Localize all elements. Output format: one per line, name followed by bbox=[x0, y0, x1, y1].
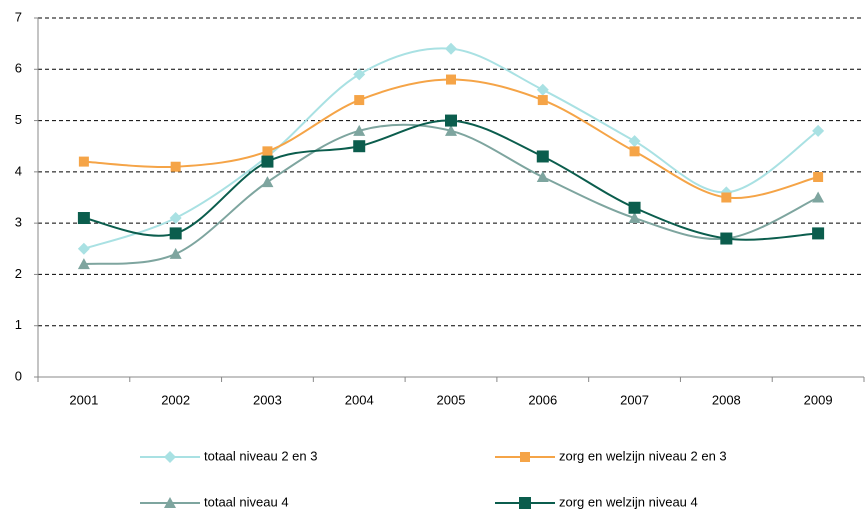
legend-label: zorg en welzijn niveau 2 en 3 bbox=[559, 448, 727, 463]
y-tick-label: 6 bbox=[15, 61, 22, 76]
marker bbox=[536, 83, 549, 96]
marker bbox=[445, 42, 457, 55]
series-line bbox=[83, 119, 819, 241]
marker bbox=[353, 140, 366, 153]
marker bbox=[629, 146, 640, 157]
y-tick-label: 1 bbox=[15, 317, 22, 332]
marker bbox=[262, 146, 273, 157]
marker bbox=[261, 155, 274, 168]
legend-label: totaal niveau 2 en 3 bbox=[204, 448, 317, 463]
marker bbox=[537, 95, 548, 106]
marker bbox=[445, 124, 457, 136]
marker bbox=[353, 68, 366, 81]
marker bbox=[536, 150, 549, 163]
marker bbox=[536, 170, 549, 182]
marker bbox=[519, 497, 531, 509]
legend-label: zorg en welzijn niveau 4 bbox=[559, 494, 698, 509]
marker bbox=[353, 124, 366, 136]
marker bbox=[77, 242, 90, 255]
marker bbox=[628, 201, 641, 214]
x-tick-label: 2004 bbox=[345, 392, 374, 407]
legend-label: totaal niveau 4 bbox=[204, 494, 289, 509]
y-tick-label: 7 bbox=[15, 9, 22, 24]
marker bbox=[812, 191, 825, 203]
marker bbox=[169, 212, 182, 225]
x-tick-label: 2006 bbox=[528, 392, 557, 407]
y-tick-label: 3 bbox=[15, 215, 22, 230]
marker bbox=[446, 74, 456, 85]
y-tick-label: 5 bbox=[15, 112, 22, 127]
series-line bbox=[83, 123, 819, 266]
marker bbox=[628, 135, 641, 148]
marker bbox=[628, 212, 641, 224]
marker bbox=[721, 192, 732, 203]
y-tick-label: 4 bbox=[15, 163, 22, 178]
marker bbox=[170, 161, 181, 172]
marker bbox=[354, 95, 365, 106]
marker bbox=[520, 452, 530, 462]
marker bbox=[78, 156, 89, 167]
marker bbox=[261, 176, 274, 188]
x-tick-label: 2001 bbox=[69, 392, 98, 407]
y-tick-label: 2 bbox=[15, 266, 22, 281]
marker bbox=[813, 171, 824, 182]
x-tick-label: 2003 bbox=[253, 392, 282, 407]
marker bbox=[812, 124, 825, 137]
marker bbox=[77, 258, 90, 270]
series-line bbox=[83, 78, 819, 200]
marker bbox=[169, 247, 182, 259]
marker bbox=[164, 497, 176, 508]
x-tick-label: 2009 bbox=[804, 392, 833, 407]
x-tick-label: 2002 bbox=[161, 392, 190, 407]
x-tick-label: 2005 bbox=[437, 392, 466, 407]
marker bbox=[720, 232, 733, 245]
marker bbox=[445, 114, 457, 127]
x-tick-label: 2008 bbox=[712, 392, 741, 407]
marker bbox=[812, 227, 825, 240]
marker bbox=[169, 227, 182, 240]
marker bbox=[77, 212, 90, 225]
marker bbox=[164, 451, 176, 463]
x-tick-label: 2007 bbox=[620, 392, 649, 407]
y-tick-label: 0 bbox=[15, 368, 22, 383]
